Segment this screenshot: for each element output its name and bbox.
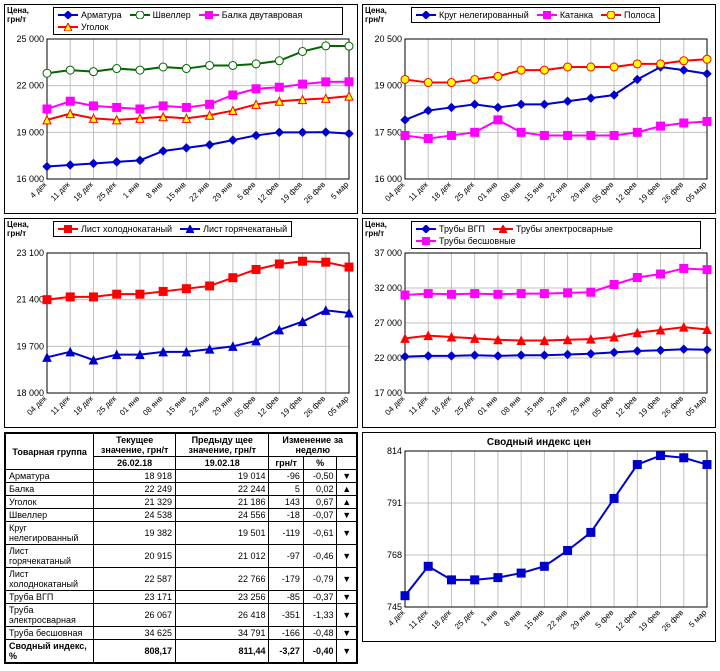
chart-panel: 7457687918144 дек11 дек18 дек25 дек1 янв… [362, 432, 716, 642]
svg-text:37 000: 37 000 [374, 248, 402, 258]
svg-text:22 000: 22 000 [16, 81, 44, 91]
table-row: Труба ВГП23 17123 256-85-0,37▼ [6, 591, 357, 604]
svg-text:29 янв: 29 янв [569, 394, 592, 417]
table-summary: Сводный индекс, %808,17811,44-3,27-0,40▼ [6, 640, 357, 663]
chart-panel: Цена,грн/тАрматураШвеллерБалка двутавров… [4, 4, 358, 214]
svg-text:15 янв: 15 янв [522, 394, 545, 417]
svg-text:29 янв: 29 янв [211, 180, 234, 203]
svg-text:19 фев: 19 фев [637, 394, 662, 419]
svg-text:08 янв: 08 янв [499, 180, 522, 203]
svg-text:5 фев: 5 фев [594, 608, 616, 630]
table-row: Лист горячекатаный20 91521 012-97-0,46▼ [6, 545, 357, 568]
svg-text:8 янв: 8 янв [144, 180, 164, 200]
svg-text:25 000: 25 000 [16, 34, 44, 44]
svg-text:26 фев: 26 фев [660, 180, 685, 205]
svg-text:05 мар: 05 мар [684, 180, 709, 205]
svg-text:18 дек: 18 дек [430, 180, 454, 204]
chart-panel: Цена,грн/тКруг нелегированныйКатанкаПоло… [362, 4, 716, 214]
svg-text:29 янв: 29 янв [569, 180, 592, 203]
svg-text:814: 814 [387, 446, 402, 456]
svg-text:19 фев: 19 фев [637, 608, 662, 633]
svg-text:08 янв: 08 янв [499, 394, 522, 417]
svg-text:05 мар: 05 мар [326, 394, 351, 419]
svg-text:22 янв: 22 янв [546, 608, 569, 631]
svg-text:23 100: 23 100 [16, 248, 44, 258]
svg-text:18 дек: 18 дек [72, 394, 96, 418]
svg-text:12 фев: 12 фев [614, 180, 639, 205]
svg-text:8 янв: 8 янв [502, 608, 522, 628]
svg-text:27 000: 27 000 [374, 318, 402, 328]
svg-text:26 фев: 26 фев [660, 394, 685, 419]
svg-text:26 фев: 26 фев [302, 394, 327, 419]
svg-text:20 500: 20 500 [374, 34, 402, 44]
svg-text:05 фев: 05 фев [232, 394, 257, 419]
svg-text:05 фев: 05 фев [590, 180, 615, 205]
svg-text:11 дек: 11 дек [49, 394, 72, 417]
svg-text:791: 791 [387, 498, 402, 508]
svg-text:19 000: 19 000 [16, 127, 44, 137]
svg-text:25 дек: 25 дек [453, 180, 477, 204]
svg-text:22 янв: 22 янв [188, 180, 211, 203]
svg-text:18 дек: 18 дек [430, 608, 454, 632]
svg-text:22 янв: 22 янв [546, 394, 569, 417]
price-table: Товарная группаТекущее значение, грн/тПр… [4, 432, 358, 664]
table-row: Арматура18 91819 014-96-0,50▼ [6, 470, 357, 483]
svg-text:25 дек: 25 дек [95, 180, 119, 204]
svg-text:11 дек: 11 дек [407, 394, 430, 417]
svg-text:22 000: 22 000 [374, 353, 402, 363]
svg-text:29 янв: 29 янв [211, 394, 234, 417]
svg-text:5 мар: 5 мар [687, 608, 709, 630]
svg-text:01 янв: 01 янв [476, 394, 499, 417]
svg-text:15 янв: 15 янв [522, 180, 545, 203]
svg-text:15 янв: 15 янв [164, 180, 187, 203]
table-row: Лист холоднокатаный22 58722 766-179-0,79… [6, 568, 357, 591]
svg-text:08 янв: 08 янв [141, 394, 164, 417]
svg-text:26 фев: 26 фев [302, 180, 327, 205]
svg-text:768: 768 [387, 550, 402, 560]
svg-text:12 фев: 12 фев [614, 608, 639, 633]
svg-text:25 дек: 25 дек [453, 608, 477, 632]
chart-panel: Цена,грн/тТрубы ВГПТрубы электросварныеТ… [362, 218, 716, 428]
svg-text:12 фев: 12 фев [256, 394, 281, 419]
svg-text:11 дек: 11 дек [407, 180, 430, 203]
svg-text:19 700: 19 700 [16, 341, 44, 351]
table-row: Уголок21 32921 1861430,67▲ [6, 496, 357, 509]
svg-text:05 фев: 05 фев [590, 394, 615, 419]
svg-text:22 янв: 22 янв [188, 394, 211, 417]
table-row: Круг нелегированный19 38219 501-119-0,61… [6, 522, 357, 545]
svg-text:5 фев: 5 фев [236, 180, 258, 202]
table-row: Швеллер24 53824 556-18-0,07▼ [6, 509, 357, 522]
svg-text:25 дек: 25 дек [453, 394, 477, 418]
chart-panel: Цена,грн/тЛист холоднокатаныйЛист горяче… [4, 218, 358, 428]
svg-text:1 янв: 1 янв [479, 608, 499, 628]
svg-text:5 мар: 5 мар [329, 180, 351, 202]
svg-text:32 000: 32 000 [374, 283, 402, 293]
svg-text:01 янв: 01 янв [118, 394, 141, 417]
svg-text:19 фев: 19 фев [279, 394, 304, 419]
svg-text:29 янв: 29 янв [569, 608, 592, 631]
svg-text:15 янв: 15 янв [522, 608, 545, 631]
svg-text:18 дек: 18 дек [72, 180, 96, 204]
svg-text:19 фев: 19 фев [279, 180, 304, 205]
svg-text:26 фев: 26 фев [660, 608, 685, 633]
svg-text:Сводный индекс цен: Сводный индекс цен [487, 437, 591, 448]
svg-text:11 дек: 11 дек [407, 608, 430, 631]
svg-text:21 400: 21 400 [16, 295, 44, 305]
svg-text:1 янв: 1 янв [121, 180, 141, 200]
svg-text:25 дек: 25 дек [95, 394, 119, 418]
svg-text:17 500: 17 500 [374, 127, 402, 137]
table-row: Балка22 24922 24450,02▲ [6, 483, 357, 496]
svg-text:05 мар: 05 мар [684, 394, 709, 419]
svg-text:18 дек: 18 дек [430, 394, 454, 418]
table-row: Труба электросварная26 06726 418-351-1,3… [6, 604, 357, 627]
svg-text:12 фев: 12 фев [256, 180, 281, 205]
svg-text:22 янв: 22 янв [546, 180, 569, 203]
svg-text:11 дек: 11 дек [49, 180, 72, 203]
svg-text:19 000: 19 000 [374, 81, 402, 91]
svg-text:15 янв: 15 янв [164, 394, 187, 417]
svg-text:19 фев: 19 фев [637, 180, 662, 205]
table-row: Труба бесшовная34 62534 791-166-0,48▼ [6, 627, 357, 640]
svg-text:01 янв: 01 янв [476, 180, 499, 203]
svg-text:12 фев: 12 фев [614, 394, 639, 419]
